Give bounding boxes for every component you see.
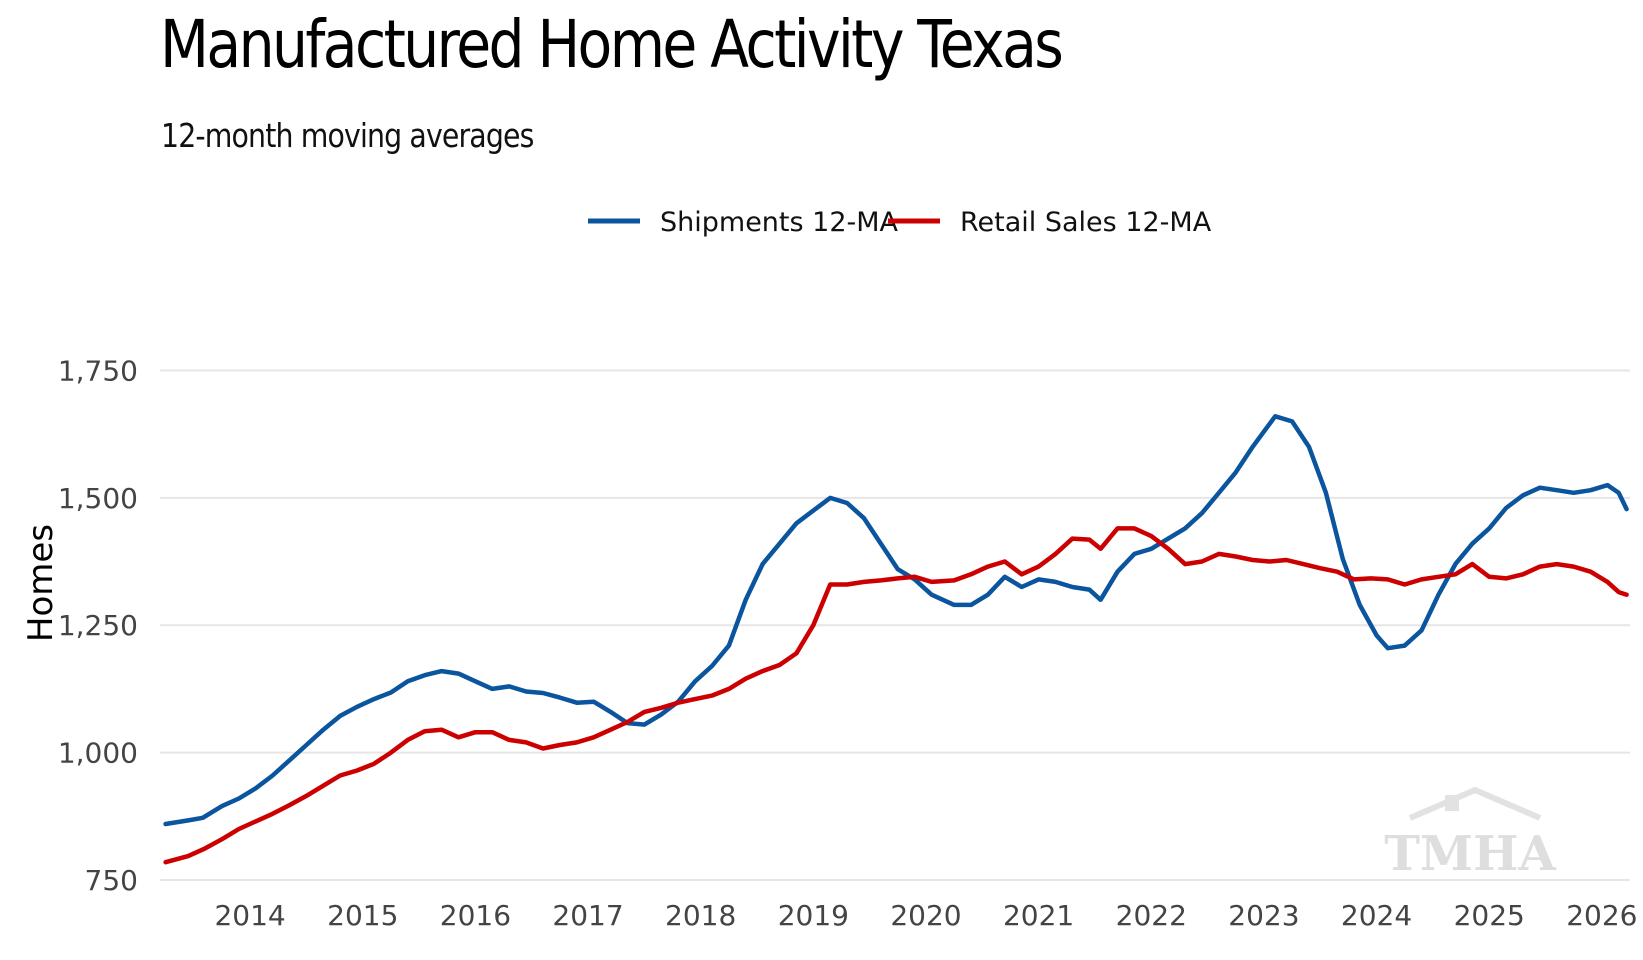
x-tick-label: 2024 [1341, 899, 1412, 932]
x-tick-label: 2021 [1003, 899, 1074, 932]
legend: Shipments 12-MA Retail Sales 12-MA [588, 207, 1212, 238]
series-line-shipments [163, 414, 1629, 827]
watermark-logo: TMHA [1384, 786, 1556, 882]
y-tick-label: 750 [85, 864, 138, 897]
chart-subtitle: 12-month moving averages [161, 116, 534, 155]
y-tick-label: 1,250 [58, 609, 138, 642]
x-tick-label: 2016 [440, 899, 511, 932]
chart-title: Manufactured Home Activity Texas [160, 6, 1064, 83]
y-axis-ticks: 750 1,000 1,250 1,500 1,750 [58, 354, 138, 897]
y-tick-label: 1,000 [58, 737, 138, 770]
legend-label: Retail Sales 12-MA [960, 207, 1212, 238]
watermark-text: TMHA [1384, 826, 1556, 882]
x-tick-label: 2019 [778, 899, 849, 932]
y-tick-label: 1,500 [58, 482, 138, 515]
x-tick-label: 2023 [1228, 899, 1299, 932]
x-tick-label: 2017 [552, 899, 623, 932]
x-tick-label: 2015 [327, 899, 398, 932]
x-tick-label: 2025 [1454, 899, 1525, 932]
legend-label: Shipments 12-MA [660, 207, 899, 238]
series-line-retail-sales [163, 526, 1629, 865]
x-tick-label: 2026 [1566, 899, 1637, 932]
x-tick-label: 2022 [1116, 899, 1187, 932]
x-tick-label: 2020 [890, 899, 961, 932]
series-lines [163, 414, 1629, 865]
x-tick-label: 2014 [214, 899, 285, 932]
y-tick-label: 1,750 [58, 354, 138, 387]
x-axis-ticks: 2014 2015 2016 2017 2018 2019 2020 2021 2022 2023… [214, 899, 1637, 932]
gridlines [160, 369, 1630, 881]
y-axis-label: Homes [21, 524, 61, 642]
x-tick-label: 2018 [665, 899, 736, 932]
